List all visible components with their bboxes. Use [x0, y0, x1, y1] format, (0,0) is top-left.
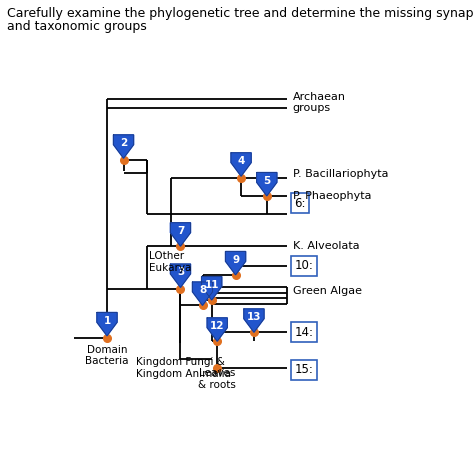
Text: 7: 7 [177, 226, 184, 236]
Polygon shape [257, 172, 277, 196]
Text: 5: 5 [263, 176, 271, 185]
Text: P. Phaeophyta: P. Phaeophyta [292, 191, 371, 201]
Text: 8: 8 [199, 285, 206, 295]
Text: 12: 12 [210, 321, 225, 331]
Text: 4: 4 [237, 156, 245, 166]
Text: Domain
Bacteria: Domain Bacteria [85, 345, 129, 366]
Text: 10:: 10: [294, 260, 313, 272]
Polygon shape [207, 318, 228, 341]
Polygon shape [170, 264, 191, 288]
Polygon shape [192, 282, 213, 305]
Text: 14:: 14: [294, 326, 313, 339]
Polygon shape [97, 313, 117, 336]
Polygon shape [113, 135, 134, 158]
Text: and taxonomic groups: and taxonomic groups [7, 20, 147, 33]
Text: 15:: 15: [294, 363, 313, 377]
Polygon shape [231, 153, 251, 176]
Polygon shape [201, 277, 222, 300]
Text: Green Algae: Green Algae [292, 286, 362, 296]
Text: 9: 9 [232, 254, 239, 265]
Polygon shape [244, 309, 264, 332]
Polygon shape [170, 223, 191, 246]
Text: 11: 11 [204, 280, 219, 290]
Text: P. Bacillariophyta: P. Bacillariophyta [292, 169, 388, 179]
Text: Carefully examine the phylogenetic tree and determine the missing synapomorphies: Carefully examine the phylogenetic tree … [7, 7, 474, 20]
Text: LOther
Eukarya: LOther Eukarya [149, 252, 191, 273]
Text: 1: 1 [103, 315, 110, 326]
Text: K. Alveolata: K. Alveolata [292, 241, 359, 251]
Text: 2: 2 [120, 138, 127, 148]
Text: 13: 13 [246, 312, 261, 322]
Polygon shape [226, 252, 246, 275]
Text: Archaean
groups: Archaean groups [292, 92, 346, 113]
Text: Leaves
& roots: Leaves & roots [198, 368, 236, 390]
Text: 3: 3 [177, 267, 184, 277]
Text: Kingdom Fungi &
Kingdom Animalia: Kingdom Fungi & Kingdom Animalia [137, 357, 231, 379]
Text: 6:: 6: [294, 197, 306, 210]
